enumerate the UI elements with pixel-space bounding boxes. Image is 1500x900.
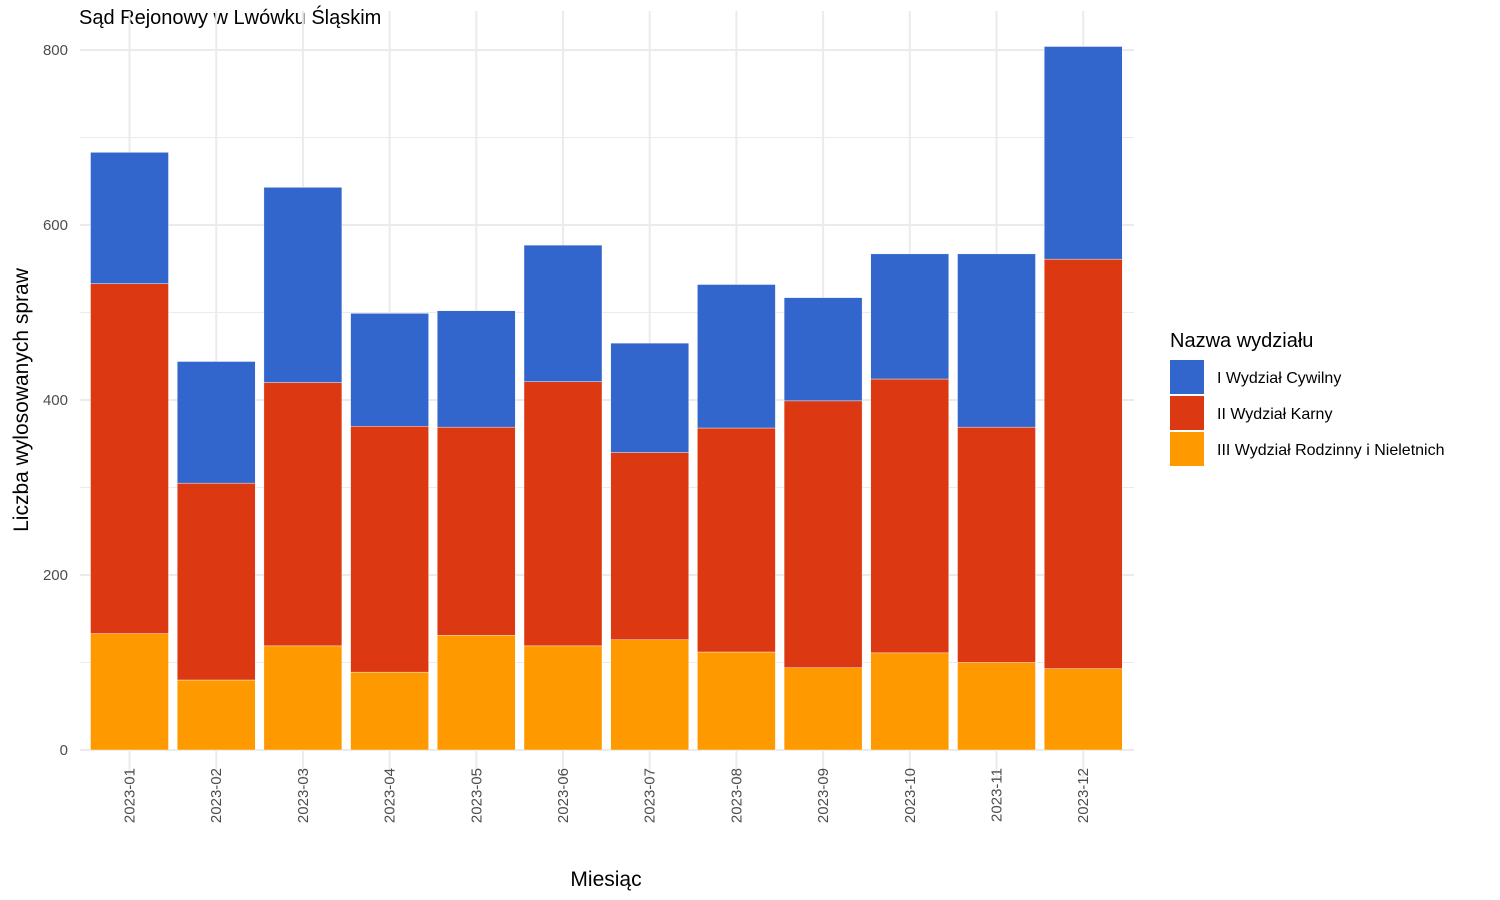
- legend-label: II Wydział Karny: [1217, 406, 1332, 423]
- bar-segment-2023-11-series-0: [957, 662, 1036, 751]
- bar-segment-2023-04-series-2: [350, 313, 429, 427]
- x-tick-label: 2023-02: [208, 768, 225, 823]
- legend-label: III Wydział Rodzinny i Nieletnich: [1217, 442, 1445, 459]
- bar-segment-2023-05-series-2: [437, 310, 516, 428]
- bar-segment-2023-07-series-2: [610, 342, 689, 453]
- bar-segment-2023-06-series-2: [523, 244, 603, 382]
- bar-segment-2023-12-series-2: [1043, 46, 1123, 260]
- legend: Nazwa wydziału I Wydział Cywilny II Wydzi…: [1170, 330, 1445, 466]
- bar-segment-2023-01-series-1: [90, 283, 169, 634]
- bar-segment-2023-08-series-0: [697, 651, 776, 751]
- bar-segment-2023-09-series-0: [783, 667, 863, 751]
- legend-swatch: [1170, 432, 1204, 466]
- legend-swatch: [1170, 360, 1204, 394]
- bar-segment-2023-02-series-1: [176, 482, 256, 681]
- bar-segment-2023-03-series-0: [263, 645, 343, 751]
- bar-segment-2023-06-series-1: [523, 381, 603, 647]
- x-tick-label: 2023-04: [382, 768, 399, 823]
- bar-segment-2023-01-series-2: [90, 152, 169, 284]
- x-tick-label: 2023-08: [728, 768, 745, 823]
- x-tick-label: 2023-03: [295, 768, 312, 823]
- x-tick-label: 2023-09: [815, 768, 832, 823]
- bar-segment-2023-05-series-1: [437, 426, 516, 636]
- x-axis-ticks: 2023-01 2023-02 2023-03 2023-04 2023-05 2023-…: [122, 768, 1093, 823]
- y-tick-label: 400: [43, 392, 68, 409]
- bar-segment-2023-07-series-1: [610, 452, 689, 640]
- bar-segment-2023-11-series-1: [957, 426, 1036, 663]
- x-tick-label: 2023-10: [902, 768, 919, 823]
- bar-segment-2023-08-series-1: [697, 427, 776, 653]
- bar-segment-2023-07-series-0: [610, 639, 689, 751]
- x-tick-label: 2023-06: [555, 768, 572, 823]
- legend-swatch: [1170, 396, 1204, 430]
- bar-segment-2023-09-series-1: [783, 400, 863, 668]
- bar-segment-2023-06-series-0: [523, 645, 603, 751]
- bar-segment-2023-09-series-2: [783, 297, 863, 402]
- bar-segment-2023-11-series-2: [957, 253, 1036, 428]
- y-tick-label: 800: [43, 42, 68, 59]
- x-tick-label: 2023-11: [989, 768, 1006, 822]
- legend-label: I Wydział Cywilny: [1217, 370, 1341, 387]
- y-axis-title: Liczba wylosowanych spraw: [10, 267, 33, 532]
- chart-title: Sąd Rejonowy w Lwówku Śląskim: [79, 7, 382, 29]
- legend-title: Nazwa wydziału: [1170, 330, 1313, 352]
- y-tick-label: 200: [43, 567, 68, 584]
- y-axis-ticks: 0 200 400 600 800: [43, 42, 68, 759]
- bar-segment-2023-04-series-0: [350, 671, 429, 751]
- bar-segment-2023-03-series-1: [263, 382, 343, 647]
- bar-segment-2023-10-series-0: [870, 652, 949, 751]
- x-tick-label: 2023-05: [468, 768, 485, 823]
- bar-segment-2023-12-series-0: [1043, 668, 1123, 751]
- bar-segment-2023-03-series-2: [263, 187, 343, 383]
- y-tick-label: 0: [60, 742, 68, 759]
- x-tick-label: 2023-01: [122, 768, 139, 823]
- x-axis-title: Miesiąc: [570, 868, 641, 891]
- x-tick-label: 2023-07: [642, 768, 659, 823]
- y-tick-label: 600: [43, 217, 68, 234]
- bar-segment-2023-05-series-0: [437, 635, 516, 751]
- bar-segment-2023-12-series-1: [1043, 258, 1123, 669]
- bar-segment-2023-04-series-1: [350, 426, 429, 673]
- bar-segment-2023-02-series-2: [176, 361, 256, 484]
- bars: [90, 46, 1123, 751]
- x-tick-label: 2023-12: [1075, 768, 1092, 823]
- bar-segment-2023-10-series-2: [870, 253, 949, 380]
- bar-segment-2023-02-series-0: [176, 679, 256, 751]
- bar-segment-2023-01-series-0: [90, 633, 169, 751]
- bar-segment-2023-08-series-2: [697, 284, 776, 429]
- bar-segment-2023-10-series-1: [870, 378, 949, 654]
